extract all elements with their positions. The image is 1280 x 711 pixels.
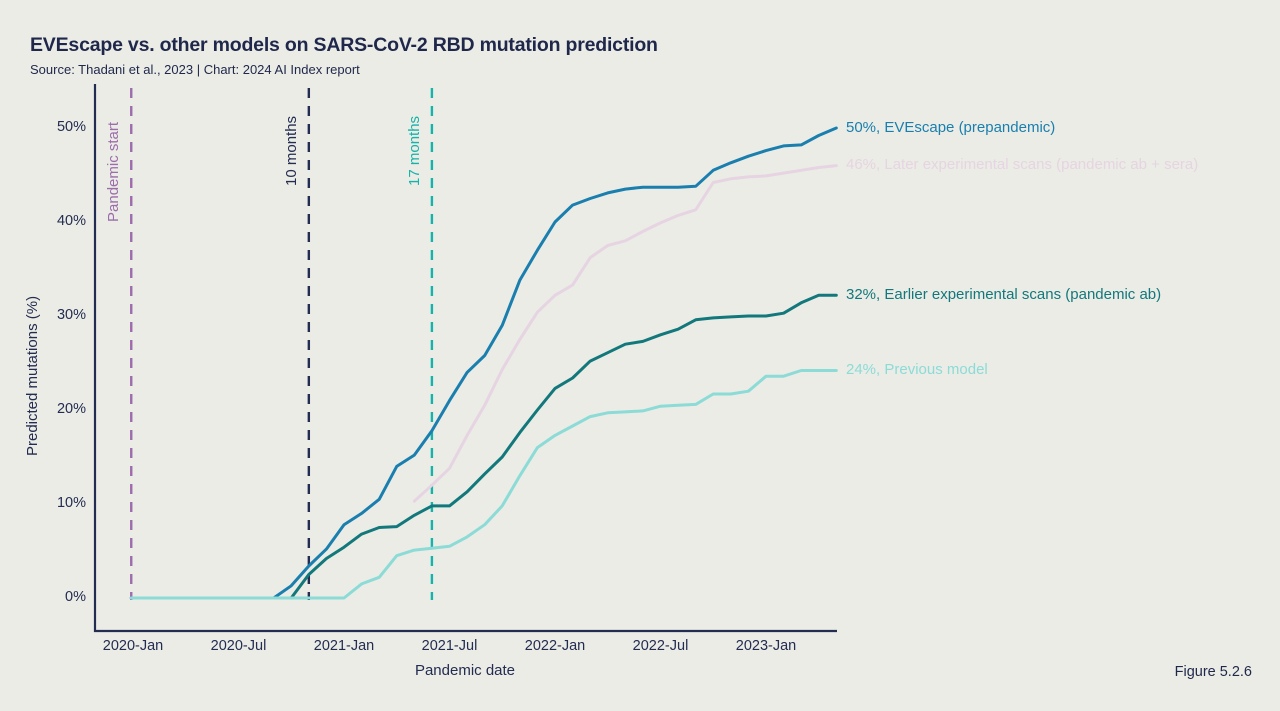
- series-line-previous-model: [129, 369, 838, 600]
- y-tick-label: 20%: [56, 401, 86, 417]
- series-line-earlier-experimental-scans: [289, 293, 838, 600]
- x-tick-label: 2020-Jul: [210, 638, 267, 654]
- y-axis-title: Predicted mutations (%): [24, 295, 41, 456]
- x-tick-label: 2022-Jul: [632, 638, 689, 654]
- series-end-label-later-experimental-scans: 46%, Later experimental scans (pandemic …: [846, 156, 1199, 174]
- page-subtitle: Source: Thadani et al., 2023 | Chart: 20…: [30, 62, 360, 77]
- y-tick-label: 30%: [56, 307, 86, 323]
- x-tick-label: 2021-Jan: [313, 638, 375, 654]
- series-end-label-previous-model: 24%, Previous model: [846, 361, 988, 379]
- x-tick-label: 2022-Jan: [524, 638, 586, 654]
- y-tick-label: 40%: [56, 213, 86, 229]
- y-tick-label: 0%: [65, 589, 86, 605]
- axis-lines: [93, 84, 837, 633]
- series-line-later-experimental-scans: [412, 164, 838, 503]
- page-title: EVEscape vs. other models on SARS-CoV-2 …: [30, 34, 658, 56]
- series-end-label-evescape-prepandemic: 50%, EVEscape (prepandemic): [846, 118, 1056, 136]
- x-tick-label: 2020-Jan: [102, 638, 164, 654]
- marker-label-17-months: 17 months: [405, 115, 423, 186]
- x-tick-label: 2021-Jul: [421, 638, 478, 654]
- y-tick-label: 10%: [56, 495, 86, 511]
- series-line-evescape-prepandemic: [129, 126, 838, 600]
- figure-number: Figure 5.2.6: [1174, 664, 1252, 680]
- series-end-label-earlier-experimental-scans: 32%, Earlier experimental scans (pandemi…: [846, 285, 1162, 303]
- x-axis-title: Pandemic date: [414, 662, 516, 679]
- y-tick-label: 50%: [56, 119, 86, 135]
- x-tick-label: 2023-Jan: [735, 638, 797, 654]
- marker-label-pandemic-start: Pandemic start: [105, 121, 123, 222]
- marker-label-10-months: 10 months: [282, 115, 300, 186]
